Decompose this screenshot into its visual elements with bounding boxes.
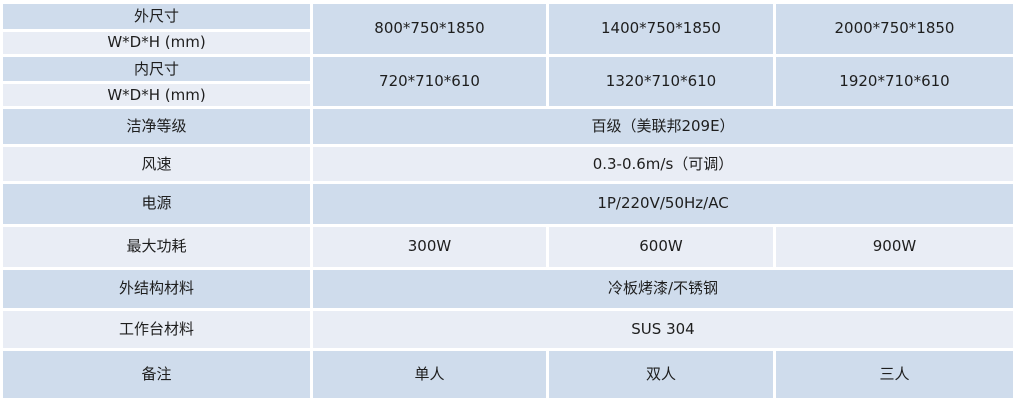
- value-worktable-material: SUS 304: [312, 309, 1013, 349]
- row-label-inner-size-line2: W*D*H (mm): [2, 83, 312, 108]
- value-cleanliness: 百级（美联邦209E）: [312, 108, 1013, 146]
- row-label-air-velocity: 风速: [2, 146, 312, 183]
- value-inner-size-model2: 1320*710*610: [548, 56, 775, 108]
- row-label-outer-size-line1: 外尺寸: [2, 3, 312, 31]
- value-inner-size-model3: 1920*710*610: [775, 56, 1013, 108]
- row-label-power-supply: 电源: [2, 183, 312, 225]
- value-outer-size-model1: 800*750*1850: [312, 3, 548, 56]
- value-inner-size-model1: 720*710*610: [312, 56, 548, 108]
- row-label-worktable-material: 工作台材料: [2, 309, 312, 349]
- row-label-outer-material: 外结构材料: [2, 268, 312, 309]
- value-outer-size-model2: 1400*750*1850: [548, 3, 775, 56]
- value-max-power-model2: 600W: [548, 225, 775, 268]
- value-max-power-model3: 900W: [775, 225, 1013, 268]
- row-label-remark: 备注: [2, 349, 312, 399]
- value-power-supply: 1P/220V/50Hz/AC: [312, 183, 1013, 225]
- value-outer-size-model3: 2000*750*1850: [775, 3, 1013, 56]
- row-label-outer-size-line2: W*D*H (mm): [2, 31, 312, 56]
- value-air-velocity: 0.3-0.6m/s（可调）: [312, 146, 1013, 183]
- row-label-max-power: 最大功耗: [2, 225, 312, 268]
- value-remark-model2: 双人: [548, 349, 775, 399]
- value-remark-model3: 三人: [775, 349, 1013, 399]
- row-label-inner-size-line1: 内尺寸: [2, 56, 312, 83]
- row-label-cleanliness: 洁净等级: [2, 108, 312, 146]
- value-max-power-model1: 300W: [312, 225, 548, 268]
- value-remark-model1: 单人: [312, 349, 548, 399]
- value-outer-material: 冷板烤漆/不锈钢: [312, 268, 1013, 309]
